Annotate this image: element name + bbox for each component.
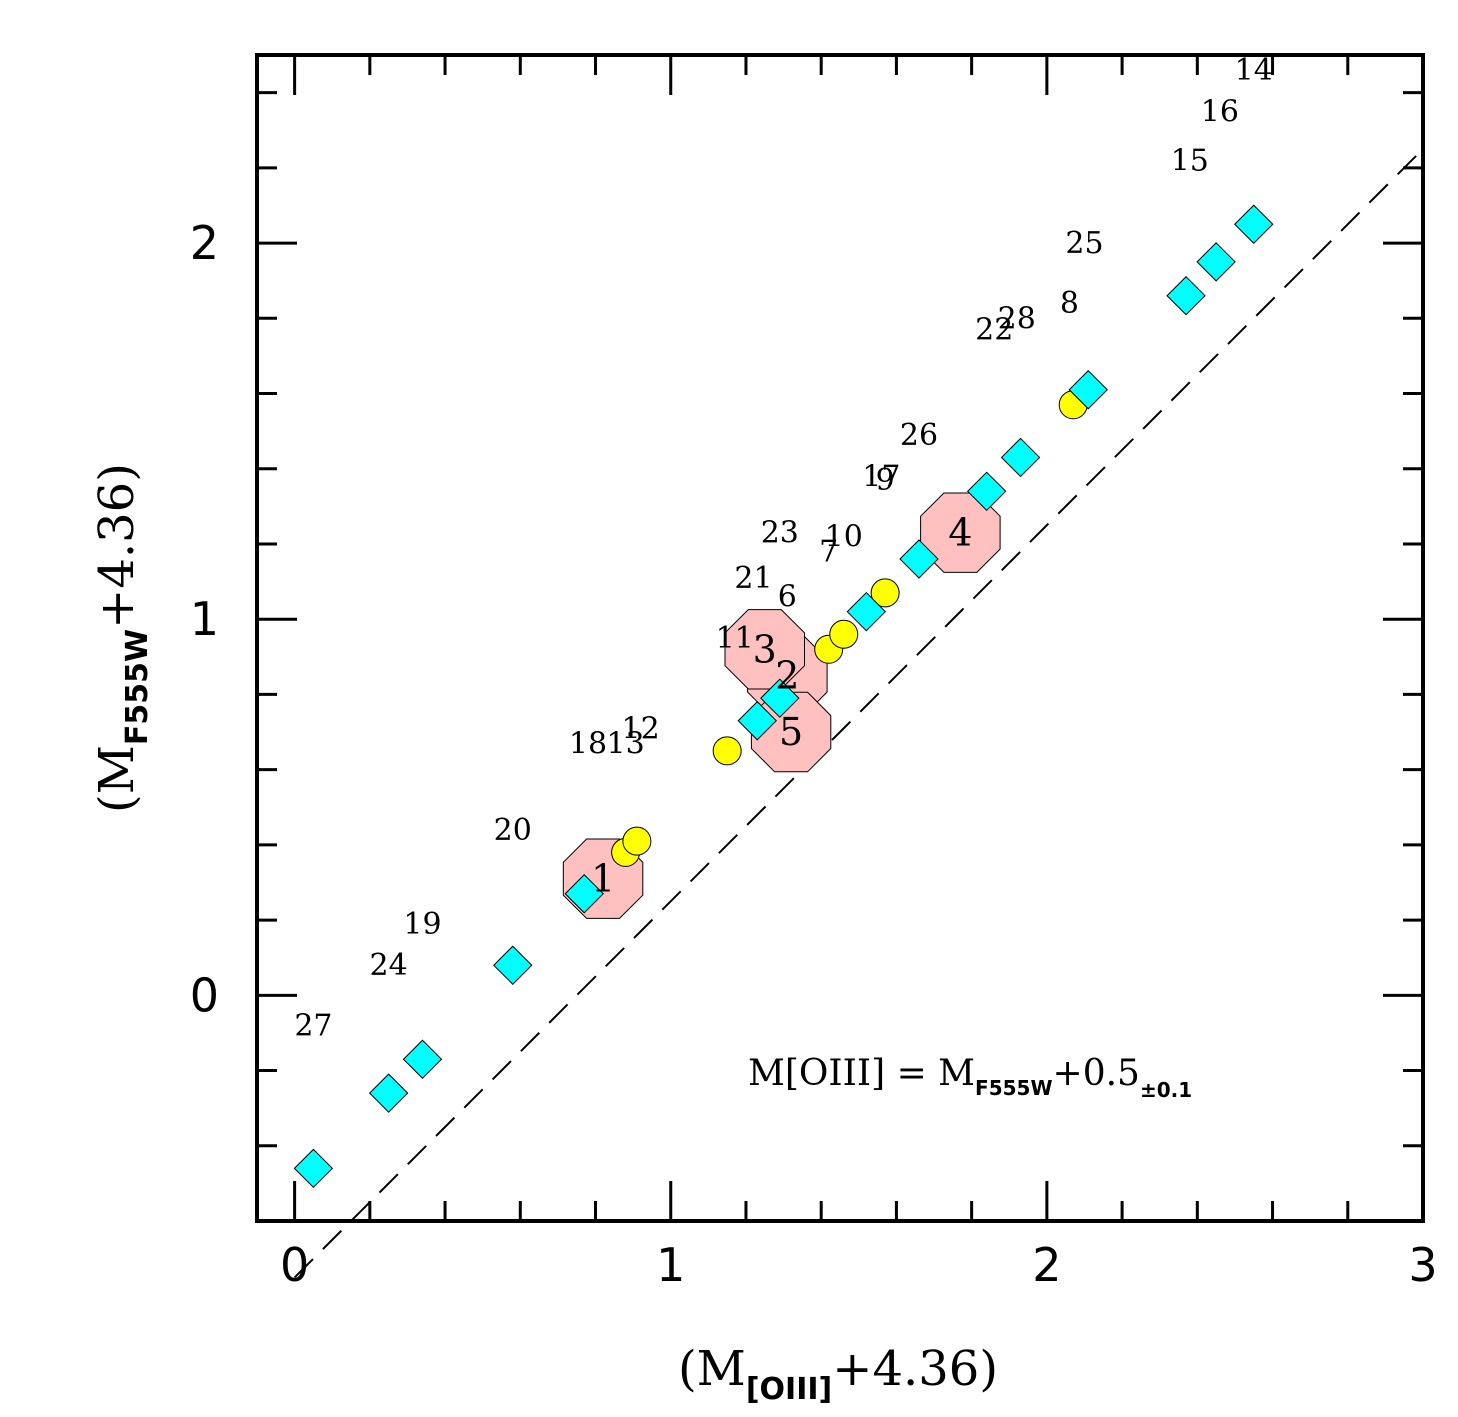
point-label: 15 [1171,143,1209,178]
diamond-marker [1234,204,1274,244]
circle-marker [712,736,742,766]
diamond-marker [737,701,777,741]
point-label: 25 [1065,226,1103,261]
circle-marker [870,578,900,608]
x-tick-label: 1 [656,1238,685,1292]
point-label: 9 [876,463,895,498]
circle-marker [829,619,859,649]
point-label: 24 [370,948,408,983]
x-tick-label: 2 [1032,1238,1061,1292]
point-label: 19 [403,907,441,942]
x-axis-label: (M[OIII]+4.36) [678,1341,998,1407]
point-label: 10 [825,519,863,554]
point-label: 17 [862,459,900,494]
point-labels: 1234567891011121314151617181920212223242… [294,53,1273,1043]
diamond-marker [966,471,1007,512]
diamond-marker [564,874,604,914]
octagon-label: 3 [753,627,777,671]
x-tick-label: 3 [1408,1238,1437,1292]
diamond-marker [1000,437,1041,478]
diamond-marker [293,1148,334,1189]
x-tick-label: 0 [280,1238,309,1292]
point-label: 16 [1201,94,1239,129]
diamond-marker [1196,242,1236,282]
point-label: 6 [778,580,797,615]
point-label: 21 [734,561,772,596]
point-label: 13 [607,726,645,761]
y-tick-label: 0 [190,968,219,1022]
diamond-marker [846,591,887,632]
point-label: 8 [1060,286,1079,321]
point-label: 20 [494,813,532,848]
circle-marker [622,826,652,856]
point-label: 27 [294,1008,332,1043]
point-label: 18 [569,726,607,761]
octagon-label: 5 [779,710,803,754]
diamond-marker [899,539,939,579]
fit-annotation: M[OIII] = MF555W+0.5±0.1 [748,1053,1192,1102]
octagon-marker [920,492,1001,573]
point-label: 14 [1235,53,1273,88]
data-markers [293,204,1274,1189]
octagon-label: 2 [775,654,799,698]
octagon-label: 4 [948,511,972,555]
y-tick-label: 2 [190,216,219,270]
point-label: 12 [622,711,660,746]
diamond-marker [1166,276,1206,316]
diamond-marker [402,1039,443,1079]
point-label: 7 [819,534,838,569]
diamond-marker [368,1073,409,1113]
plot-frame [255,53,1425,1223]
point-label: 23 [761,516,799,551]
diamond-marker [1068,370,1108,410]
fit-line [293,148,1424,1279]
point-label: 28 [998,301,1036,336]
diamond-marker [493,945,533,985]
y-axis-label: (MF555W+4.36) [89,463,155,813]
point-label: 26 [900,418,938,453]
diamond-marker [760,678,800,718]
point-label: 11 [716,621,754,656]
point-label: 22 [975,313,1013,348]
fit-line-group [293,148,1424,1279]
octagon-label: 1 [591,857,615,901]
y-tick-label: 1 [190,592,219,646]
